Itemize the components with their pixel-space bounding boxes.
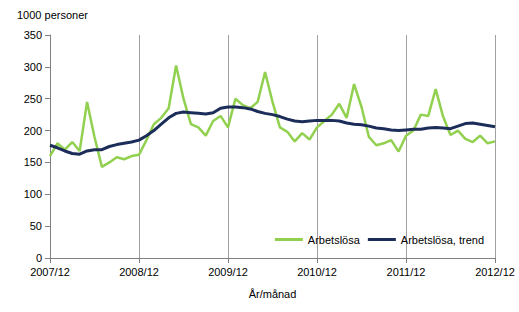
svg-text:200: 200 xyxy=(24,125,42,137)
svg-text:2009/12: 2009/12 xyxy=(208,266,248,278)
svg-text:2008/12: 2008/12 xyxy=(119,266,159,278)
svg-text:250: 250 xyxy=(24,93,42,105)
svg-text:1000 personer: 1000 personer xyxy=(17,9,88,21)
svg-text:Arbetslösa, trend: Arbetslösa, trend xyxy=(401,234,484,246)
svg-text:150: 150 xyxy=(24,156,42,168)
svg-text:År/månad: År/månad xyxy=(249,288,297,300)
svg-text:0: 0 xyxy=(36,252,42,264)
svg-text:2011/12: 2011/12 xyxy=(387,266,426,278)
svg-text:50: 50 xyxy=(30,220,42,232)
svg-text:300: 300 xyxy=(24,61,42,73)
svg-text:2007/12: 2007/12 xyxy=(30,266,70,278)
svg-text:Arbetslösa: Arbetslösa xyxy=(308,234,361,246)
svg-text:2010/12: 2010/12 xyxy=(297,266,337,278)
svg-text:350: 350 xyxy=(24,29,42,41)
svg-text:2012/12: 2012/12 xyxy=(475,266,515,278)
svg-text:100: 100 xyxy=(24,188,42,200)
